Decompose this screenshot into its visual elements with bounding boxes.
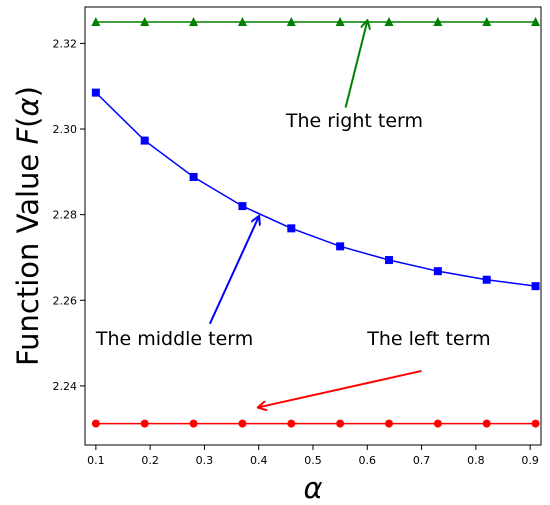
data-point <box>189 172 198 181</box>
data-point <box>91 419 100 428</box>
annotation-layer: The right term The middle term The left te… <box>95 21 491 407</box>
y-axis-label-prefix: Function Value <box>11 145 45 366</box>
y-axis-label: Function Value F(α) <box>11 86 45 366</box>
data-point <box>335 16 345 26</box>
data-point <box>140 419 149 428</box>
data-point <box>336 242 345 251</box>
data-point <box>286 16 296 26</box>
data-point <box>237 16 247 26</box>
y-axis-label-paren-close: ) <box>11 86 45 97</box>
annotation-left-label: The left term <box>366 328 490 350</box>
data-point <box>336 419 345 428</box>
data-point <box>433 267 442 276</box>
data-point <box>140 16 150 26</box>
data-point <box>531 16 541 26</box>
series-layer <box>91 16 541 428</box>
x-tick-label: 0.7 <box>413 454 431 467</box>
series-left <box>91 419 540 428</box>
data-point <box>189 16 199 26</box>
plot-area <box>84 6 542 446</box>
data-point <box>140 136 149 145</box>
annotation-left: The left term <box>259 328 491 407</box>
annotation-right: The right term <box>285 21 423 132</box>
series-right <box>91 16 541 26</box>
data-point <box>91 16 101 26</box>
data-point <box>433 419 442 428</box>
x-tick-label: 0.6 <box>359 454 377 467</box>
y-tick-label: 2.28 <box>53 209 78 222</box>
x-tick-label: 0.5 <box>304 454 322 467</box>
data-point <box>385 256 393 265</box>
svg-text:Function Value F(α): Function Value F(α) <box>11 86 45 366</box>
data-point <box>531 419 540 428</box>
y-tick-label: 2.32 <box>53 37 78 50</box>
data-point <box>287 224 296 233</box>
series-middle-line <box>95 92 536 287</box>
data-point <box>482 275 491 284</box>
data-point <box>238 419 247 428</box>
data-point <box>91 88 100 97</box>
y-tick-label: 2.24 <box>53 380 78 393</box>
annotation-middle-arrow <box>208 217 259 325</box>
y-axis-label-var: F <box>11 127 45 145</box>
y-axis-ticks: 2.24 2.26 2.28 2.30 2.32 <box>53 37 85 393</box>
annotation-right-label: The right term <box>285 110 423 132</box>
annotation-left-arrow <box>259 369 422 407</box>
y-tick-label: 2.30 <box>53 123 78 136</box>
x-axis-ticks: 0.1 0.2 0.3 0.4 0.5 0.6 0.7 0.8 0.9 <box>87 445 539 467</box>
y-tick-label: 2.26 <box>53 294 78 307</box>
data-point <box>433 16 443 26</box>
x-tick-label: 0.8 <box>467 454 485 467</box>
y-axis-label-paren-open: ( <box>11 117 45 128</box>
data-point <box>482 419 491 428</box>
x-axis-label: α <box>303 471 322 505</box>
data-point <box>238 202 247 211</box>
data-point <box>531 282 540 291</box>
data-point <box>189 419 198 428</box>
y-axis-label-alpha: α <box>11 97 45 116</box>
series-middle <box>91 88 540 291</box>
annotation-middle-label: The middle term <box>95 328 253 350</box>
data-point <box>384 16 394 26</box>
annotation-middle: The middle term <box>95 217 259 350</box>
x-tick-label: 0.1 <box>87 454 105 467</box>
annotation-right-arrow <box>344 21 368 108</box>
data-point <box>385 419 393 428</box>
data-point <box>482 16 492 26</box>
x-tick-label: 0.9 <box>521 454 539 467</box>
x-tick-label: 0.4 <box>250 454 268 467</box>
data-point <box>287 419 296 428</box>
x-tick-label: 0.3 <box>196 454 214 467</box>
x-tick-label: 0.2 <box>141 454 159 467</box>
